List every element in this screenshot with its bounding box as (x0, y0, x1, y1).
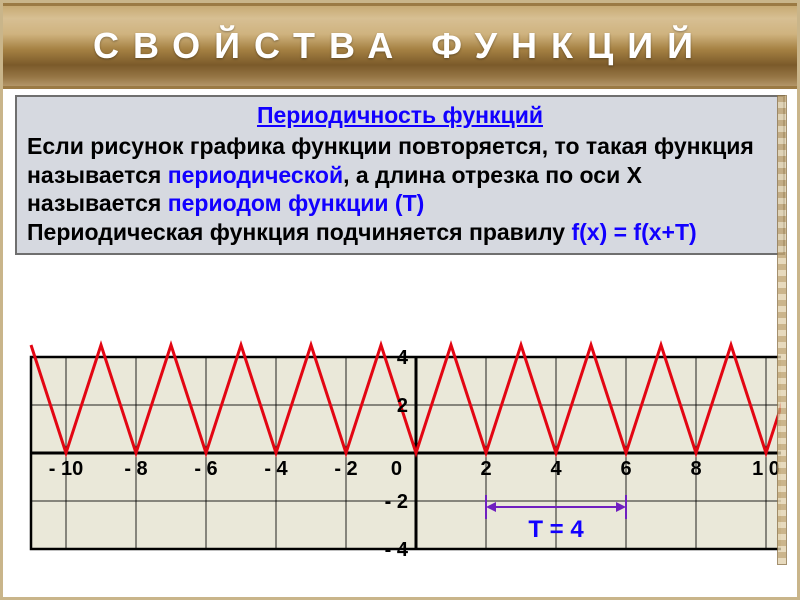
svg-text:- 2: - 2 (385, 491, 408, 513)
svg-text:1 0: 1 0 (752, 458, 780, 480)
chart: x- 10- 8- 6- 4- 2024681 0- 4- 224T = 4 (11, 303, 793, 559)
slide: СВОЙСТВА ФУНКЦИЙ Периодичность функций Е… (0, 0, 800, 600)
def-rule-line: Периодическая функция подчиняется правил… (27, 218, 773, 247)
def-term-period: периодом функции (Т) (168, 190, 425, 216)
svg-text:0: 0 (391, 458, 402, 480)
svg-text:2: 2 (480, 458, 491, 480)
svg-text:4: 4 (397, 347, 409, 369)
definition-box: Периодичность функций Если рисунок графи… (15, 95, 785, 255)
svg-text:- 2: - 2 (334, 458, 357, 480)
svg-text:4: 4 (550, 458, 562, 480)
svg-text:- 4: - 4 (385, 539, 409, 559)
svg-text:2: 2 (397, 395, 408, 417)
triangle-wave-chart: x- 10- 8- 6- 4- 2024681 0- 4- 224T = 4 (11, 303, 781, 559)
def-text-3: Периодическая функция подчиняется правил… (27, 219, 571, 245)
svg-text:T = 4: T = 4 (528, 516, 584, 543)
definition-heading: Периодичность функций (27, 101, 773, 130)
def-term-periodic: периодической (168, 162, 343, 188)
decorative-stripe (777, 95, 787, 565)
svg-text:- 8: - 8 (124, 458, 147, 480)
svg-text:- 6: - 6 (194, 458, 217, 480)
svg-text:- 4: - 4 (264, 458, 288, 480)
svg-text:6: 6 (620, 458, 631, 480)
svg-text:8: 8 (690, 458, 701, 480)
def-formula: f(x) = f(x+T) (571, 219, 696, 245)
title-band: СВОЙСТВА ФУНКЦИЙ (3, 3, 797, 89)
slide-title: СВОЙСТВА ФУНКЦИЙ (93, 25, 707, 67)
svg-text:- 10: - 10 (49, 458, 83, 480)
